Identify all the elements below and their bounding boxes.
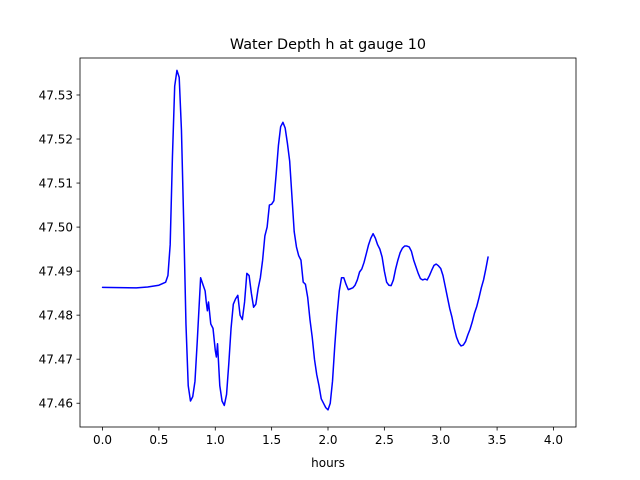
y-tick-label: 47.50 [39,220,73,234]
x-tick-label: 0.0 [93,433,112,447]
y-tick-label: 47.49 [39,264,73,278]
y-tick-label: 47.52 [39,132,73,146]
y-tick-label: 47.46 [39,397,73,411]
x-tick-label: 4.0 [544,433,563,447]
x-tick-label: 3.0 [431,433,450,447]
x-axis-label: hours [311,456,345,470]
y-tick-label: 47.47 [39,352,73,366]
x-tick-label: 2.0 [318,433,337,447]
y-axis: 47.46 47.47 47.48 47.49 47.50 47.51 47.52 47.53 [39,88,80,411]
x-tick-label: 2.5 [375,433,394,447]
series-layer [101,69,489,411]
x-axis: 0.0 0.5 1.0 1.5 2.0 2.5 3.0 3.5 4.0 [93,427,563,447]
x-tick-label: 1.0 [206,433,225,447]
y-tick-label: 47.53 [39,88,73,102]
x-tick-label: 3.5 [488,433,507,447]
y-tick-label: 47.51 [39,176,73,190]
x-tick-label: 1.5 [262,433,281,447]
x-tick-label: 0.5 [149,433,168,447]
chart-title: Water Depth h at gauge 10 [230,37,426,53]
y-tick-label: 47.48 [39,308,73,322]
series-line [101,69,489,411]
